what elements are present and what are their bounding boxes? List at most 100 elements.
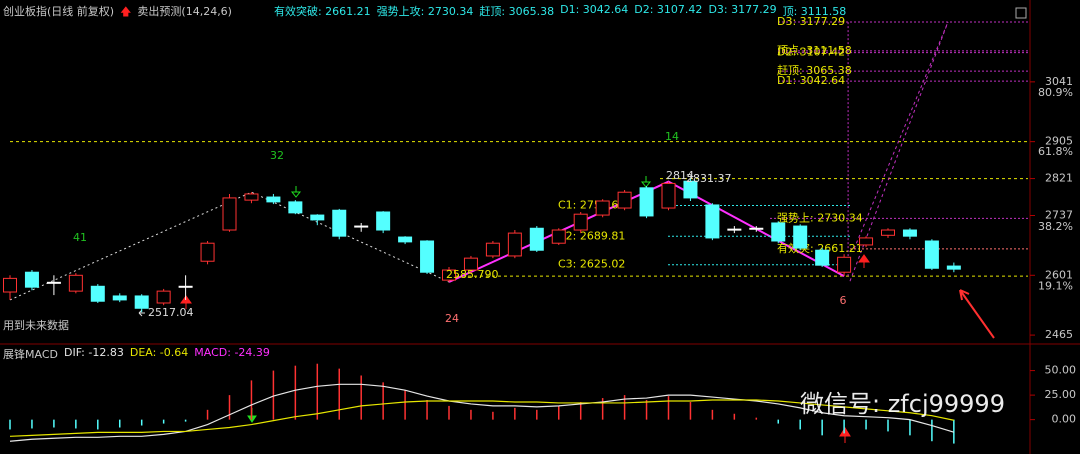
candle-body <box>156 290 171 304</box>
y-tick-label: 50.00 <box>1045 364 1077 377</box>
candle-body <box>3 277 17 293</box>
legend-item: MACD: -24.39 <box>194 346 270 359</box>
annotation: C2: 2689.81 <box>558 229 625 242</box>
annotation: 顶点: 3111.58 <box>777 44 852 57</box>
annotation: C1: 2759.68 <box>558 199 625 212</box>
count-label: 24 <box>445 312 459 325</box>
macd-header: 展锋MACD DIF: -12.83 DEA: -0.64 MACD: -24.39 <box>3 346 270 362</box>
spacer <box>238 3 268 22</box>
count-label: 41 <box>73 231 87 244</box>
macd-line <box>9 383 955 442</box>
macd-title: 展锋MACD <box>3 348 58 361</box>
header-item: D1: 3042.64 <box>560 3 629 16</box>
watermark: 微信号: zfcj99999 <box>800 390 1005 418</box>
candle-body <box>24 271 39 288</box>
candle-body <box>946 265 961 270</box>
candle-body <box>200 242 215 262</box>
buy-arrow <box>858 254 870 268</box>
candle-body <box>881 229 895 236</box>
sell-arrow <box>640 176 652 188</box>
y-tick-label: 25.00 <box>1045 388 1077 401</box>
buy-arrow <box>839 427 851 443</box>
candle-body <box>90 285 105 302</box>
fib-label: 80.9% <box>1038 86 1073 99</box>
candle-body <box>573 213 588 231</box>
candle-body <box>332 209 347 237</box>
candle-body <box>529 227 544 251</box>
y-tick-label: 0.00 <box>1052 413 1077 426</box>
legend-item: DIF: -12.83 <box>63 346 124 359</box>
candle-body <box>793 225 808 249</box>
header-item: 有效突破: 2661.21 <box>273 5 371 18</box>
price-label: 2517.04 <box>148 306 194 319</box>
icon: 🡅 <box>120 5 132 18</box>
candle-body <box>661 182 676 209</box>
icon[interactable] <box>1015 7 1027 19</box>
pointer-arrow <box>959 289 995 339</box>
sell-arrow <box>290 186 302 198</box>
candle-body <box>595 200 610 216</box>
indicator: 卖出预测(14,24,6) <box>137 5 232 18</box>
candle-body <box>398 236 413 243</box>
y-tick-label: 2737 <box>1045 209 1073 222</box>
projection-line <box>853 21 949 250</box>
price-label: 2814 <box>666 169 694 182</box>
price-label: 2585.790 <box>446 268 499 281</box>
fib-label: 19.1% <box>1038 279 1073 292</box>
header-item: 赶顶: 3065.38 <box>479 5 555 18</box>
candle-body <box>310 214 325 221</box>
note: 用到未来数据 <box>3 318 69 332</box>
header-item: D2: 3107.42 <box>634 3 703 16</box>
candle-body <box>134 295 149 309</box>
candle-body <box>288 201 303 214</box>
annotation: D3: 3177.29 <box>777 15 845 28</box>
candle-body <box>376 211 391 231</box>
candle-body <box>244 193 259 201</box>
legend-item: DEA: -0.64 <box>129 346 189 359</box>
annotation: D2: 3107.42 <box>777 46 845 59</box>
y-tick-label: 2905 <box>1045 135 1073 148</box>
y-tick-label: 2465 <box>1045 328 1073 341</box>
candle-body <box>683 180 698 199</box>
candle-body <box>859 237 874 246</box>
candle-body <box>727 228 742 231</box>
title: 创业板指(日线 前复权) <box>3 5 115 18</box>
buy-arrow <box>180 295 192 309</box>
projection-line <box>849 21 949 282</box>
macd-line <box>9 399 954 437</box>
candle-body <box>815 249 830 266</box>
candle-body <box>442 269 456 281</box>
candle-body <box>924 240 939 269</box>
header-item: 强势上攻: 2730.34 <box>376 5 474 18</box>
candle-body <box>507 232 522 257</box>
fib-label: 38.2% <box>1038 220 1073 233</box>
candle-body <box>222 197 237 231</box>
candle-body <box>639 187 654 217</box>
candle-body <box>902 229 917 237</box>
annotation: 强势上: 2730.34 <box>777 211 863 224</box>
annotation: D1: 3042.64 <box>777 74 845 87</box>
candle-body <box>485 242 500 257</box>
price-label: 2831.37 <box>686 172 732 185</box>
candle-body <box>420 240 435 273</box>
candle-body <box>705 204 720 239</box>
header: 创业板指(日线 前复权) 🡅 卖出预测(14,24,6) 有效突破: 2661.… <box>3 3 846 22</box>
candle-body <box>178 285 193 288</box>
header-item: 顶: 3111.58 <box>782 5 847 18</box>
candle-body <box>68 274 83 292</box>
header-item: D3: 3177.29 <box>708 3 777 16</box>
y-tick-label: 2601 <box>1045 268 1073 281</box>
candle-body <box>112 295 127 301</box>
candle-body <box>551 229 566 244</box>
y-tick-label: 3041 <box>1045 75 1073 88</box>
y-tick-label: 2821 <box>1045 172 1073 185</box>
count-label: 14 <box>665 130 679 143</box>
annotation: C3: 2625.02 <box>558 258 625 271</box>
candle-body <box>749 227 764 230</box>
count-label: 32 <box>270 149 284 162</box>
candle-body <box>617 191 632 209</box>
candle-body <box>266 196 281 203</box>
candle-body <box>771 222 786 242</box>
